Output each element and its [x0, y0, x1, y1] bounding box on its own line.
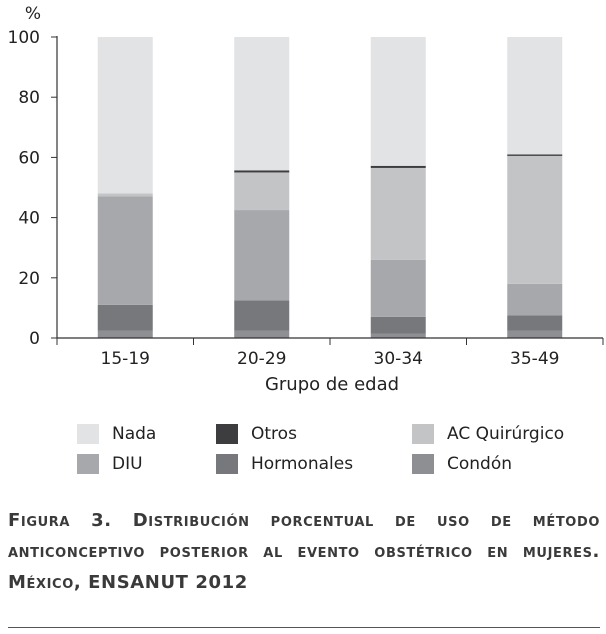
bar-segment-otros	[370, 165, 426, 168]
bar-segment-cond-n	[97, 330, 153, 338]
legend-label: Hormonales	[251, 454, 354, 474]
bar-stacks	[97, 37, 563, 338]
legend-swatch	[77, 424, 99, 444]
legend-swatch	[216, 454, 238, 474]
y-tick-label: 20	[18, 269, 40, 289]
legend-label: Otros	[251, 424, 297, 444]
axes	[51, 36, 604, 345]
bar-segment-hormonales	[97, 304, 153, 331]
x-tick-label: 15-19	[101, 349, 150, 369]
bar-segment-nada	[370, 37, 426, 166]
legend-item: AC Quirúrgico	[412, 424, 564, 444]
bar-segment-ac-quir-rgico	[507, 155, 563, 284]
y-tick-label: 40	[18, 209, 40, 229]
legend-label: DIU	[112, 454, 143, 474]
bar-segment-otros	[234, 170, 290, 173]
y-tick-label: 80	[18, 88, 40, 108]
bar-segment-ac-quir-rgico	[97, 193, 153, 197]
legend-item: Condón	[412, 454, 512, 474]
legend-swatch	[412, 454, 434, 474]
x-tick-labels: 15-19 20-29 30-34 35-49	[101, 349, 560, 369]
x-tick-label: 35-49	[510, 349, 559, 369]
legend-item: DIU	[77, 454, 143, 474]
bar-segment-cond-n	[370, 333, 426, 338]
bar-segment-ac-quir-rgico	[370, 167, 426, 260]
legend-item: Otros	[216, 424, 297, 444]
y-tick-labels: 0 20 40 60 80 100	[8, 28, 40, 349]
bar-segment-nada	[507, 37, 563, 155]
bar-segment-diu	[234, 210, 290, 301]
bar-segment-diu	[97, 196, 153, 305]
y-tick-label: 100	[8, 28, 40, 48]
bar-segment-otros	[507, 154, 563, 156]
legend-swatch	[77, 454, 99, 474]
y-unit-label: %	[25, 4, 41, 24]
bar-segment-nada	[234, 37, 290, 171]
bar-segment-cond-n	[234, 330, 290, 338]
bar-segment-diu	[507, 283, 563, 316]
legend-swatch	[412, 424, 434, 444]
stacked-bar-chart: 0 20 40 60 80 100 15-19 20-29 30-34 35-49 % Grup…	[8, 4, 604, 395]
y-tick-label: 60	[18, 148, 40, 168]
bar-segment-diu	[370, 259, 426, 317]
legend-label: AC Quirúrgico	[447, 424, 565, 444]
bar-segment-nada	[97, 37, 153, 194]
legend-swatch	[216, 424, 238, 444]
x-tick-label: 20-29	[237, 349, 286, 369]
bar-segment-hormonales	[370, 316, 426, 334]
legend-label: Condón	[447, 454, 513, 474]
legend-item: Nada	[77, 424, 156, 444]
x-tick-label: 30-34	[374, 349, 423, 369]
bar-segment-hormonales	[234, 300, 290, 331]
figure-caption: Figura 3. Distribución porcentual de uso…	[8, 510, 600, 593]
x-axis-label: Grupo de edad	[265, 374, 399, 395]
bar-segment-hormonales	[507, 315, 563, 331]
bar-segment-cond-n	[507, 330, 563, 338]
caption-divider	[8, 627, 600, 628]
legend-item: Hormonales	[216, 454, 353, 474]
bar-segment-ac-quir-rgico	[234, 172, 290, 211]
y-tick-label: 0	[29, 329, 40, 349]
legend-label: Nada	[112, 424, 157, 444]
